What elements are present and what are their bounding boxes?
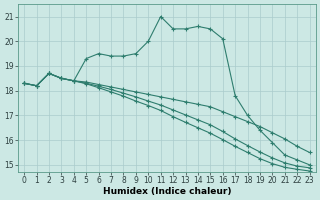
X-axis label: Humidex (Indice chaleur): Humidex (Indice chaleur) bbox=[103, 187, 231, 196]
